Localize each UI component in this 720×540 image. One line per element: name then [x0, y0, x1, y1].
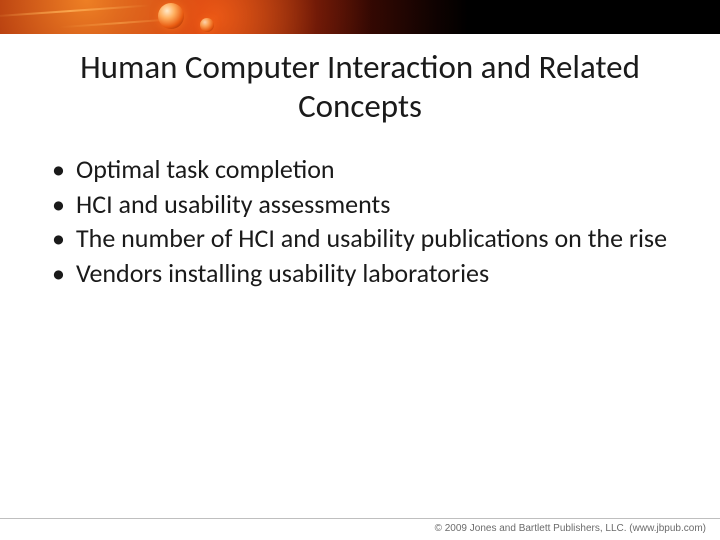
- orb-icon: [158, 3, 184, 29]
- footer-rule: [0, 518, 720, 519]
- orb-icon: [200, 18, 214, 32]
- bullet-item: Vendors installing usability laboratorie…: [44, 258, 676, 289]
- bullet-item: Optimal task completion: [44, 154, 676, 185]
- slide-title: Human Computer Interaction and Related C…: [0, 48, 720, 126]
- bullet-item: HCI and usability assessments: [44, 189, 676, 220]
- header-decoration: [0, 0, 720, 34]
- copyright-text: © 2009 Jones and Bartlett Publishers, LL…: [0, 523, 720, 534]
- slide-footer: © 2009 Jones and Bartlett Publishers, LL…: [0, 518, 720, 534]
- bullet-list: Optimal task completion HCI and usabilit…: [44, 154, 676, 289]
- slide: Human Computer Interaction and Related C…: [0, 0, 720, 540]
- bullet-item: The number of HCI and usability publicat…: [44, 223, 676, 254]
- header-glow: [0, 0, 720, 34]
- slide-body: Optimal task completion HCI and usabilit…: [0, 154, 720, 289]
